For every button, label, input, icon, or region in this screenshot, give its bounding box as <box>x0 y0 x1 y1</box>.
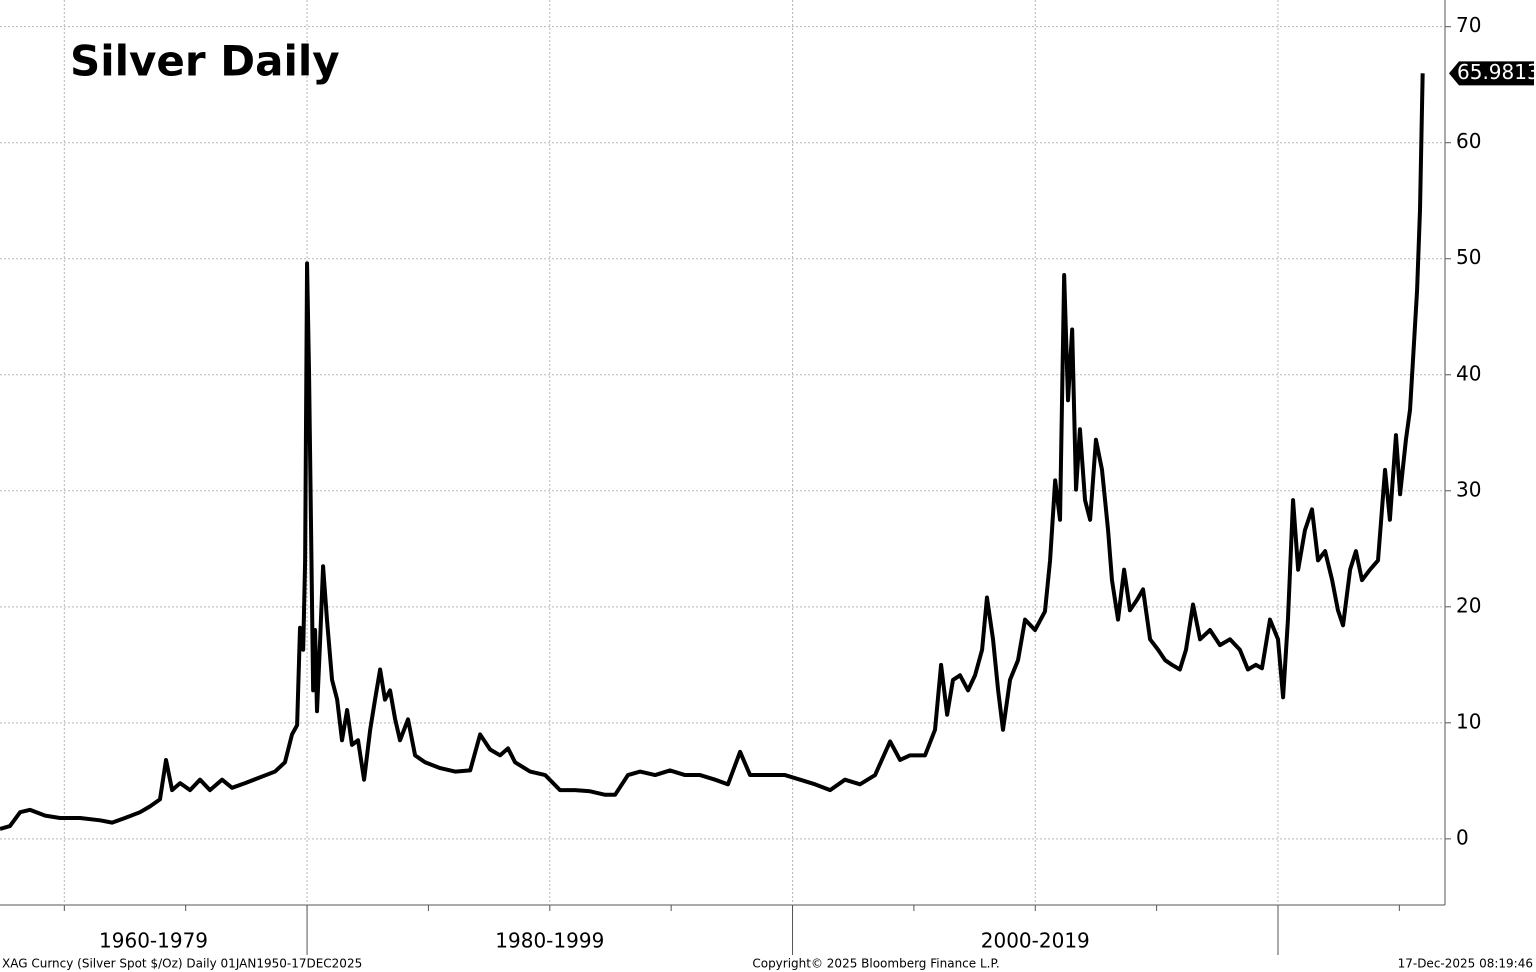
y-tick-label: 70 <box>1456 13 1481 37</box>
grid-layer <box>0 0 1451 955</box>
y-tick-label: 60 <box>1456 129 1481 153</box>
y-tick-label: 40 <box>1456 361 1481 385</box>
x-period-label: 1980-1999 <box>495 929 604 953</box>
timestamp: 17-Dec-2025 08:19:46 <box>1398 957 1533 971</box>
y-tick-label: 20 <box>1456 593 1481 617</box>
y-tick-label: 30 <box>1456 477 1481 501</box>
last-value-label: 65.9813 <box>1457 60 1536 84</box>
x-period-label: 2000-2019 <box>981 929 1090 953</box>
y-tick-label: 50 <box>1456 245 1481 269</box>
footnote: XAG Curncy (Silver Spot $/Oz) Daily 01JA… <box>2 957 362 971</box>
line <box>0 73 1425 831</box>
x-period-label: 1960-1979 <box>99 929 208 953</box>
copyright: Copyright© 2025 Bloomberg Finance L.P. <box>752 957 999 971</box>
chart-title: Silver Daily <box>70 37 340 86</box>
last-value-box <box>1449 61 1534 86</box>
y-tick-label: 0 <box>1456 825 1469 849</box>
y-tick-label: 10 <box>1456 709 1481 733</box>
mark-layer <box>0 73 1425 831</box>
